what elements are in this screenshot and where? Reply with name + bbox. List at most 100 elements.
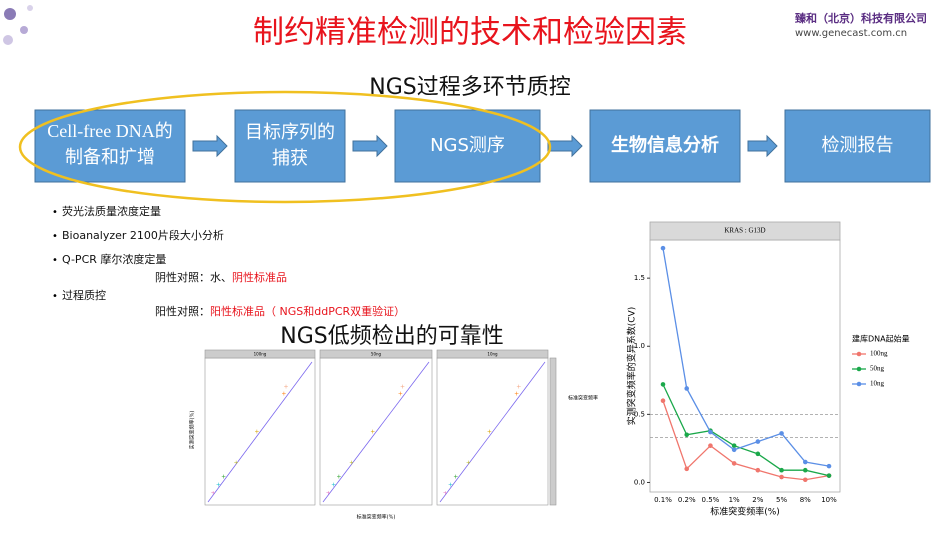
note-part: 阴性标准品 bbox=[232, 270, 287, 284]
y-label: 实测突变频率的变异系数(CV) bbox=[626, 307, 638, 425]
bullet-dot: • bbox=[52, 255, 58, 266]
flow-arrow bbox=[547, 134, 583, 158]
flow-label: 制备和扩增 bbox=[65, 147, 155, 167]
point: + bbox=[221, 473, 226, 480]
legend-label: 100ng bbox=[870, 350, 888, 358]
point bbox=[779, 431, 784, 436]
bullet-dot: • bbox=[52, 291, 58, 302]
point bbox=[779, 474, 784, 480]
point: + bbox=[487, 429, 492, 436]
slide-title: 制约精准检测的技术和检验因素 bbox=[253, 15, 687, 51]
x-tick-label: 0.1% bbox=[654, 496, 672, 504]
y-label: 实测突变频率(%) bbox=[189, 411, 196, 450]
legend-dot bbox=[856, 366, 862, 372]
point: + bbox=[443, 490, 448, 497]
point bbox=[755, 451, 761, 457]
y-tick-label: 1.0 bbox=[634, 342, 645, 350]
chart-title: KRAS : G13D bbox=[724, 227, 765, 235]
bullet-dot: • bbox=[52, 231, 58, 242]
point bbox=[779, 467, 784, 473]
x-tick-label: 10% bbox=[821, 496, 837, 504]
point bbox=[802, 459, 808, 465]
flow-arrow bbox=[747, 134, 778, 158]
x-tick-label: 2% bbox=[752, 496, 763, 504]
x-tick-label: 5% bbox=[776, 496, 787, 504]
bullet-text: Q-PCR 摩尔浓度定量 bbox=[62, 252, 166, 266]
point: + bbox=[234, 459, 239, 466]
point: + bbox=[370, 429, 375, 436]
point: + bbox=[281, 391, 286, 398]
series-line bbox=[662, 384, 830, 477]
point: + bbox=[514, 391, 519, 398]
point bbox=[660, 245, 666, 251]
company: 臻和（北京）科技有限公司 bbox=[794, 11, 927, 25]
x-tick-label: 1% bbox=[729, 496, 740, 504]
flow-label: 捕获 bbox=[272, 148, 308, 169]
flow-box bbox=[34, 109, 186, 183]
side-strip bbox=[549, 357, 557, 506]
highlight-ellipse bbox=[18, 90, 552, 204]
flow-box bbox=[589, 109, 741, 183]
note: 阴性对照：水、阴性标准品 bbox=[155, 270, 287, 284]
flow-arrow bbox=[192, 134, 228, 158]
x-label: 标准突变频率(%) bbox=[357, 514, 396, 521]
point bbox=[684, 386, 690, 391]
cv-chart: KRAS : G13D 0.0 0.5 1.0 1.5 0.1% 0.2% 0.5% 1% 2% 5… bbox=[626, 221, 910, 518]
plot-area bbox=[649, 239, 841, 493]
flow-label: Cell-free DNA的 bbox=[47, 121, 172, 141]
flow-arrow bbox=[352, 134, 388, 158]
small-chart: 100ng+++++++50ng+++++++10ng+++++++标准突变频率… bbox=[189, 349, 598, 521]
panel-title: 10ng bbox=[487, 352, 498, 357]
point bbox=[684, 432, 690, 438]
bullets: • 荧光法质量浓度定量 • Bioanalyzer 2100片段大小分析 • Q-PCR … bbox=[52, 204, 405, 318]
point bbox=[708, 443, 713, 448]
point bbox=[802, 477, 808, 483]
flow-box bbox=[784, 109, 931, 183]
legend-dot bbox=[856, 381, 862, 387]
bullet-text: Bioanalyzer 2100片段大小分析 bbox=[62, 228, 224, 242]
flow-label: 生物信息分析 bbox=[611, 134, 719, 156]
point bbox=[684, 466, 690, 472]
panel-title: 50ng bbox=[371, 352, 382, 357]
point: + bbox=[398, 391, 403, 398]
panel-strip bbox=[204, 349, 316, 359]
point bbox=[660, 382, 666, 387]
panel-title: 100ng bbox=[254, 352, 267, 357]
point bbox=[731, 447, 737, 453]
point bbox=[755, 439, 761, 444]
point: + bbox=[400, 384, 405, 391]
legend-dot bbox=[856, 351, 862, 357]
y-tick-label: 1.5 bbox=[634, 274, 645, 282]
diagonal bbox=[322, 361, 430, 503]
website: www.genecast.com.cn bbox=[795, 28, 907, 39]
note-part: 阳性对照： bbox=[155, 304, 210, 318]
point bbox=[826, 463, 832, 469]
flow-heading: NGS过程多环节质控 bbox=[369, 75, 570, 100]
section-heading: NGS低频检出的可靠性 bbox=[280, 324, 503, 349]
point: + bbox=[331, 482, 336, 489]
panel-strip bbox=[319, 349, 433, 359]
diagonal bbox=[439, 361, 546, 503]
point: + bbox=[466, 459, 471, 466]
note: 阳性对照：阳性标准品（ NGS和ddPCR双重验证） bbox=[155, 304, 405, 318]
flow-label: 目标序列的 bbox=[245, 122, 335, 143]
y-tick-label: 0.5 bbox=[634, 410, 645, 418]
note-part: 阳性标准品（ NGS和ddPCR双重验证） bbox=[210, 304, 405, 318]
flow-label: 检测报告 bbox=[822, 135, 894, 156]
x-tick-label: 0.5% bbox=[702, 496, 720, 504]
y-tick-label: 0.0 bbox=[634, 478, 645, 486]
bullet-text: 荧光法质量浓度定量 bbox=[62, 204, 161, 218]
note-part: 阴性对照：水、 bbox=[155, 270, 232, 284]
point: + bbox=[448, 482, 453, 489]
flow-box bbox=[394, 109, 541, 183]
point: + bbox=[453, 473, 458, 480]
bullet-dot: • bbox=[52, 207, 58, 218]
strip bbox=[649, 221, 841, 241]
point: + bbox=[211, 490, 216, 497]
point bbox=[826, 473, 832, 478]
point bbox=[660, 398, 666, 404]
flow-box bbox=[234, 109, 346, 183]
panel-strip bbox=[436, 349, 549, 359]
